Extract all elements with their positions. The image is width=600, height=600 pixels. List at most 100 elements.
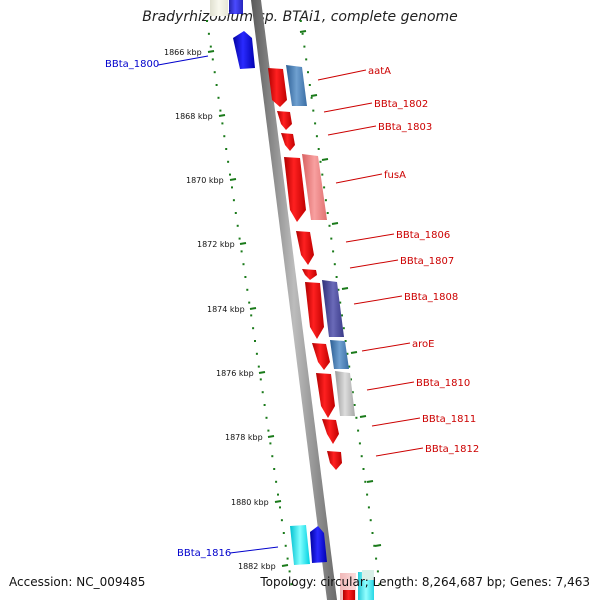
gene-aata[interactable] [268,68,287,107]
track-dot [238,237,241,240]
leader-lines-left [157,55,279,554]
track-dot [259,378,262,381]
track-dot [232,199,235,202]
track-dot [348,365,351,368]
track-dot [366,493,369,496]
gene-aata-cog [286,65,307,106]
leader-lines-right [317,69,424,457]
track-dot [213,71,216,74]
gene-bbta-1808-cog [322,280,344,337]
track-dot [373,544,376,547]
track-dot [321,173,324,176]
track-dot [310,96,313,99]
label-bbta-1812[interactable]: BBta_1812 [425,444,479,455]
track-dot [357,429,360,432]
track-dot [308,84,311,86]
track-dot [342,327,345,330]
track-dot [353,404,356,406]
gene-bbta-1807[interactable] [302,269,317,280]
track-dot [277,493,279,496]
track-dot [326,212,329,214]
gene-bbta-1802[interactable] [277,111,292,130]
track-dot [219,109,222,112]
track-dot [328,224,331,227]
feature-top-cream [210,0,228,16]
label-bbta-1811[interactable]: BBta_1811 [422,414,476,425]
track-dot [209,45,212,48]
track-dot [271,455,274,458]
track-dot [301,32,304,35]
tick-label-1868: 1868 kbp [175,112,213,121]
track-dot [248,301,251,304]
track-dot [290,583,293,586]
track-dot [267,429,270,432]
track-dot [346,352,349,355]
track-dot [217,96,220,99]
label-bbta-1806[interactable]: BBta_1806 [396,230,450,241]
track-dot [344,340,347,342]
feature-bottom-red [343,590,355,600]
track-dot [350,378,352,381]
track-dot [280,519,283,522]
gene-bbta-1811[interactable] [322,419,339,444]
label-bbta-1808[interactable]: BBta_1808 [404,292,458,303]
gene-bbta-1808[interactable] [305,282,324,339]
gene-bbta-1810[interactable] [316,373,335,418]
gene-bbta-1803[interactable] [281,133,295,151]
track-dot [257,365,260,368]
label-aroe[interactable]: aroE [412,339,434,350]
dotted-track-left [206,20,293,586]
label-bbta-1810[interactable]: BBta_1810 [416,378,470,389]
label-bbta-1800[interactable]: BBta_1800 [105,59,159,70]
gene-bbta-1800[interactable] [233,31,255,69]
label-fusa[interactable]: fusA [384,170,406,181]
gene-bbta-1806[interactable] [296,231,314,265]
track-dot [246,288,249,291]
gene-fusa[interactable] [284,157,306,222]
track-dot [375,557,378,560]
track-dot [378,583,381,586]
track-dot [376,570,379,573]
tick-label-1866: 1866 kbp [164,48,202,57]
track-dot [332,250,335,253]
track-dot [261,391,264,394]
tick-label-1876: 1876 kbp [216,369,254,378]
track-dot [244,276,247,278]
track-dot [362,468,365,470]
track-dot [364,480,367,483]
track-dot [269,442,272,445]
track-dot [303,45,306,48]
track-dot [312,109,315,112]
gene-aroe[interactable] [312,343,330,370]
track-dot [284,544,287,547]
track-dot [288,570,291,573]
gene-bbta-1816[interactable] [310,526,327,563]
track-dot [252,327,255,330]
label-bbta-1807[interactable]: BBta_1807 [400,256,454,267]
label-bbta-1802[interactable]: BBta_1802 [374,99,428,110]
tick-label-1872: 1872 kbp [197,240,235,249]
track-dot [341,314,343,317]
gene-bbta-1812[interactable] [327,451,342,470]
track-dot [223,135,226,138]
track-dot [215,84,218,86]
label-bbta-1803[interactable]: BBta_1803 [378,122,432,133]
label-bbta-1816[interactable]: BBta_1816 [177,548,231,559]
feature-bottom-mint [362,570,374,580]
track-dot [242,263,245,266]
track-dot [254,340,256,342]
accession-text: Accession: NC_009485 [9,575,146,589]
tick-label-1882: 1882 kbp [238,562,276,571]
track-dot [275,480,278,483]
track-dot [234,212,237,214]
label-aata[interactable]: aatA [368,66,391,77]
track-dot [307,71,309,74]
major-tick-marks-right [299,30,382,547]
track-dot [286,557,289,560]
gene-bbta-1810-cog [335,371,355,416]
track-dot [227,160,230,163]
track-dot [314,122,317,125]
track-dot [229,173,231,176]
track-dot [273,468,276,470]
